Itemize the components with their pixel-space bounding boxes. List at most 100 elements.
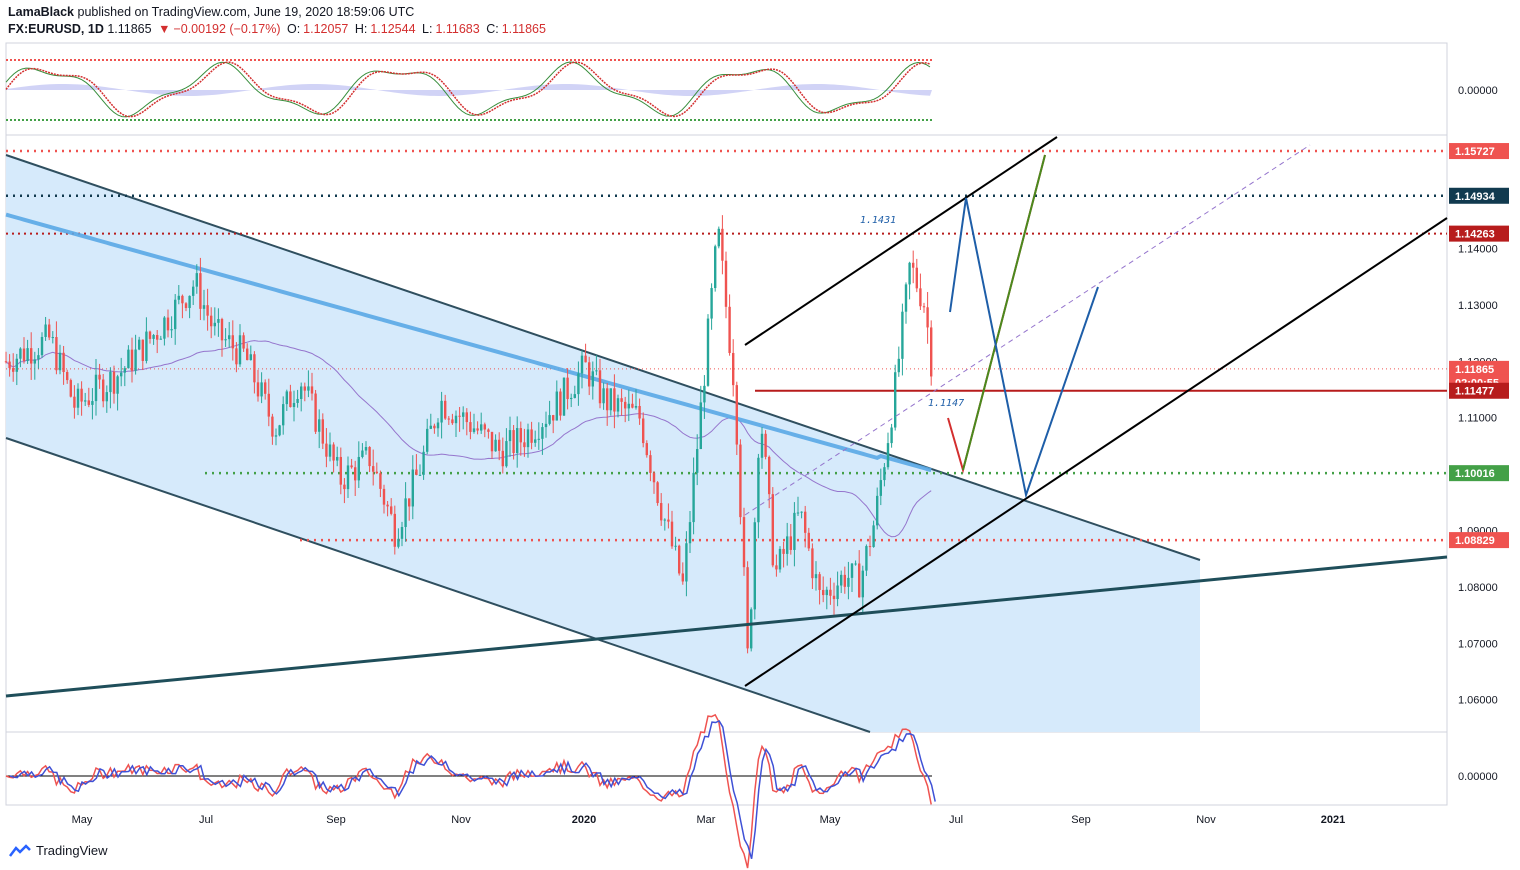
candle-body <box>148 331 152 339</box>
candle-body <box>84 400 87 402</box>
time-tick-label: Jul <box>949 814 963 826</box>
candle-body <box>728 306 731 353</box>
rising-channel-midline <box>744 144 1311 516</box>
candle-body <box>692 472 695 523</box>
candle-body <box>483 424 486 430</box>
candle-body <box>372 466 375 472</box>
candle-body <box>249 354 252 361</box>
footer-brand[interactable]: TradingView <box>36 843 108 858</box>
candle-body <box>523 442 526 448</box>
candle-body <box>400 527 404 539</box>
candle-body <box>620 398 623 402</box>
price-tag-bg <box>1449 532 1509 549</box>
candle-body <box>552 415 555 421</box>
candle-body <box>328 444 332 457</box>
candle-body <box>145 331 148 361</box>
candle-body <box>246 348 249 361</box>
price-tag-label: 1.14263 <box>1455 229 1495 241</box>
candle-body <box>202 305 206 309</box>
candle-body <box>872 525 875 547</box>
candle-body <box>12 368 15 372</box>
publish-info: published on TradingView.com, June 19, 2… <box>77 5 415 19</box>
candle-body <box>642 418 645 444</box>
candle-body <box>242 335 245 349</box>
osc-bottom-macd-line <box>9 719 936 860</box>
footer: TradingView <box>8 843 108 858</box>
candle-body <box>357 456 360 481</box>
candle-body <box>408 498 411 507</box>
candle-body <box>562 377 566 416</box>
candle-body <box>37 355 40 360</box>
projection-green <box>962 154 1046 471</box>
candle-body <box>339 456 342 485</box>
osc-top-slow-line <box>5 61 931 118</box>
time-tick-label: 2020 <box>572 814 596 826</box>
candle-body <box>310 386 314 394</box>
candle-body <box>469 422 472 432</box>
time-axis: May Jul Sep Nov 2020 Mar May Jul Sep Nov 2021 <box>72 814 1346 826</box>
candle-body <box>840 574 843 586</box>
candle-body <box>688 522 692 544</box>
author-name[interactable]: LamaBlack <box>8 5 75 19</box>
candle-body <box>123 368 126 373</box>
candle-body <box>602 388 605 404</box>
symbol-label[interactable]: FX:EURUSD, 1D <box>8 22 104 36</box>
candle-body <box>847 577 850 587</box>
price-tag-bg <box>1449 187 1509 204</box>
candle-body <box>519 428 522 443</box>
rising-channel-upper <box>744 136 1058 346</box>
candle-body <box>120 372 123 377</box>
candle-body <box>253 354 256 383</box>
candle-body <box>130 349 134 371</box>
candle-body <box>598 370 602 404</box>
candle-body <box>822 589 825 596</box>
close-value: 1.11865 <box>501 22 546 36</box>
candle-body <box>4 361 8 363</box>
candle-body <box>44 324 47 337</box>
candle-body <box>516 428 519 453</box>
oscillator-bottom <box>5 713 936 869</box>
candle-body <box>447 418 450 420</box>
candle-body <box>908 262 911 285</box>
moving-averages <box>5 212 932 538</box>
candle-body <box>213 322 216 327</box>
annotation-support: 1.1147 <box>928 398 964 409</box>
candle-body <box>782 548 785 554</box>
price-tag-label: 1.14934 <box>1455 191 1496 203</box>
price-tag-bg <box>1449 382 1509 399</box>
price-tag-label: 1.08829 <box>1455 535 1495 547</box>
candle-body <box>66 372 69 381</box>
candle-body <box>256 382 260 397</box>
candle-body <box>580 355 584 374</box>
candle-body <box>559 391 562 416</box>
candle-body <box>69 380 72 397</box>
candle-body <box>181 295 184 304</box>
candle-body <box>379 473 382 489</box>
long-trendline <box>5 555 1448 698</box>
candle-body <box>861 570 864 598</box>
candle-body <box>487 429 490 432</box>
candle-body <box>883 467 886 481</box>
candle-body <box>703 385 706 403</box>
candle-body <box>710 288 713 319</box>
candle-body <box>775 565 778 570</box>
candle-body <box>8 361 11 369</box>
ma-thick-line <box>5 212 932 473</box>
candle-body <box>343 484 346 490</box>
descending-channel-fill <box>6 155 1200 732</box>
candle-body <box>588 362 591 387</box>
price-tag-label: 1.10016 <box>1455 468 1495 480</box>
candle-body <box>505 441 508 467</box>
candle-body <box>696 449 699 473</box>
candle-body <box>645 443 648 456</box>
price-tag-label: 1.15727 <box>1455 146 1495 158</box>
candle-body <box>854 563 857 565</box>
candle-body <box>904 284 908 312</box>
candle-body <box>368 446 371 467</box>
rising-channel-lower <box>744 217 1448 687</box>
candle-body <box>98 374 101 380</box>
price-tick-label: 1.11000 <box>1458 413 1497 425</box>
oscillator-top <box>5 59 932 121</box>
close-label: C: <box>486 22 499 36</box>
